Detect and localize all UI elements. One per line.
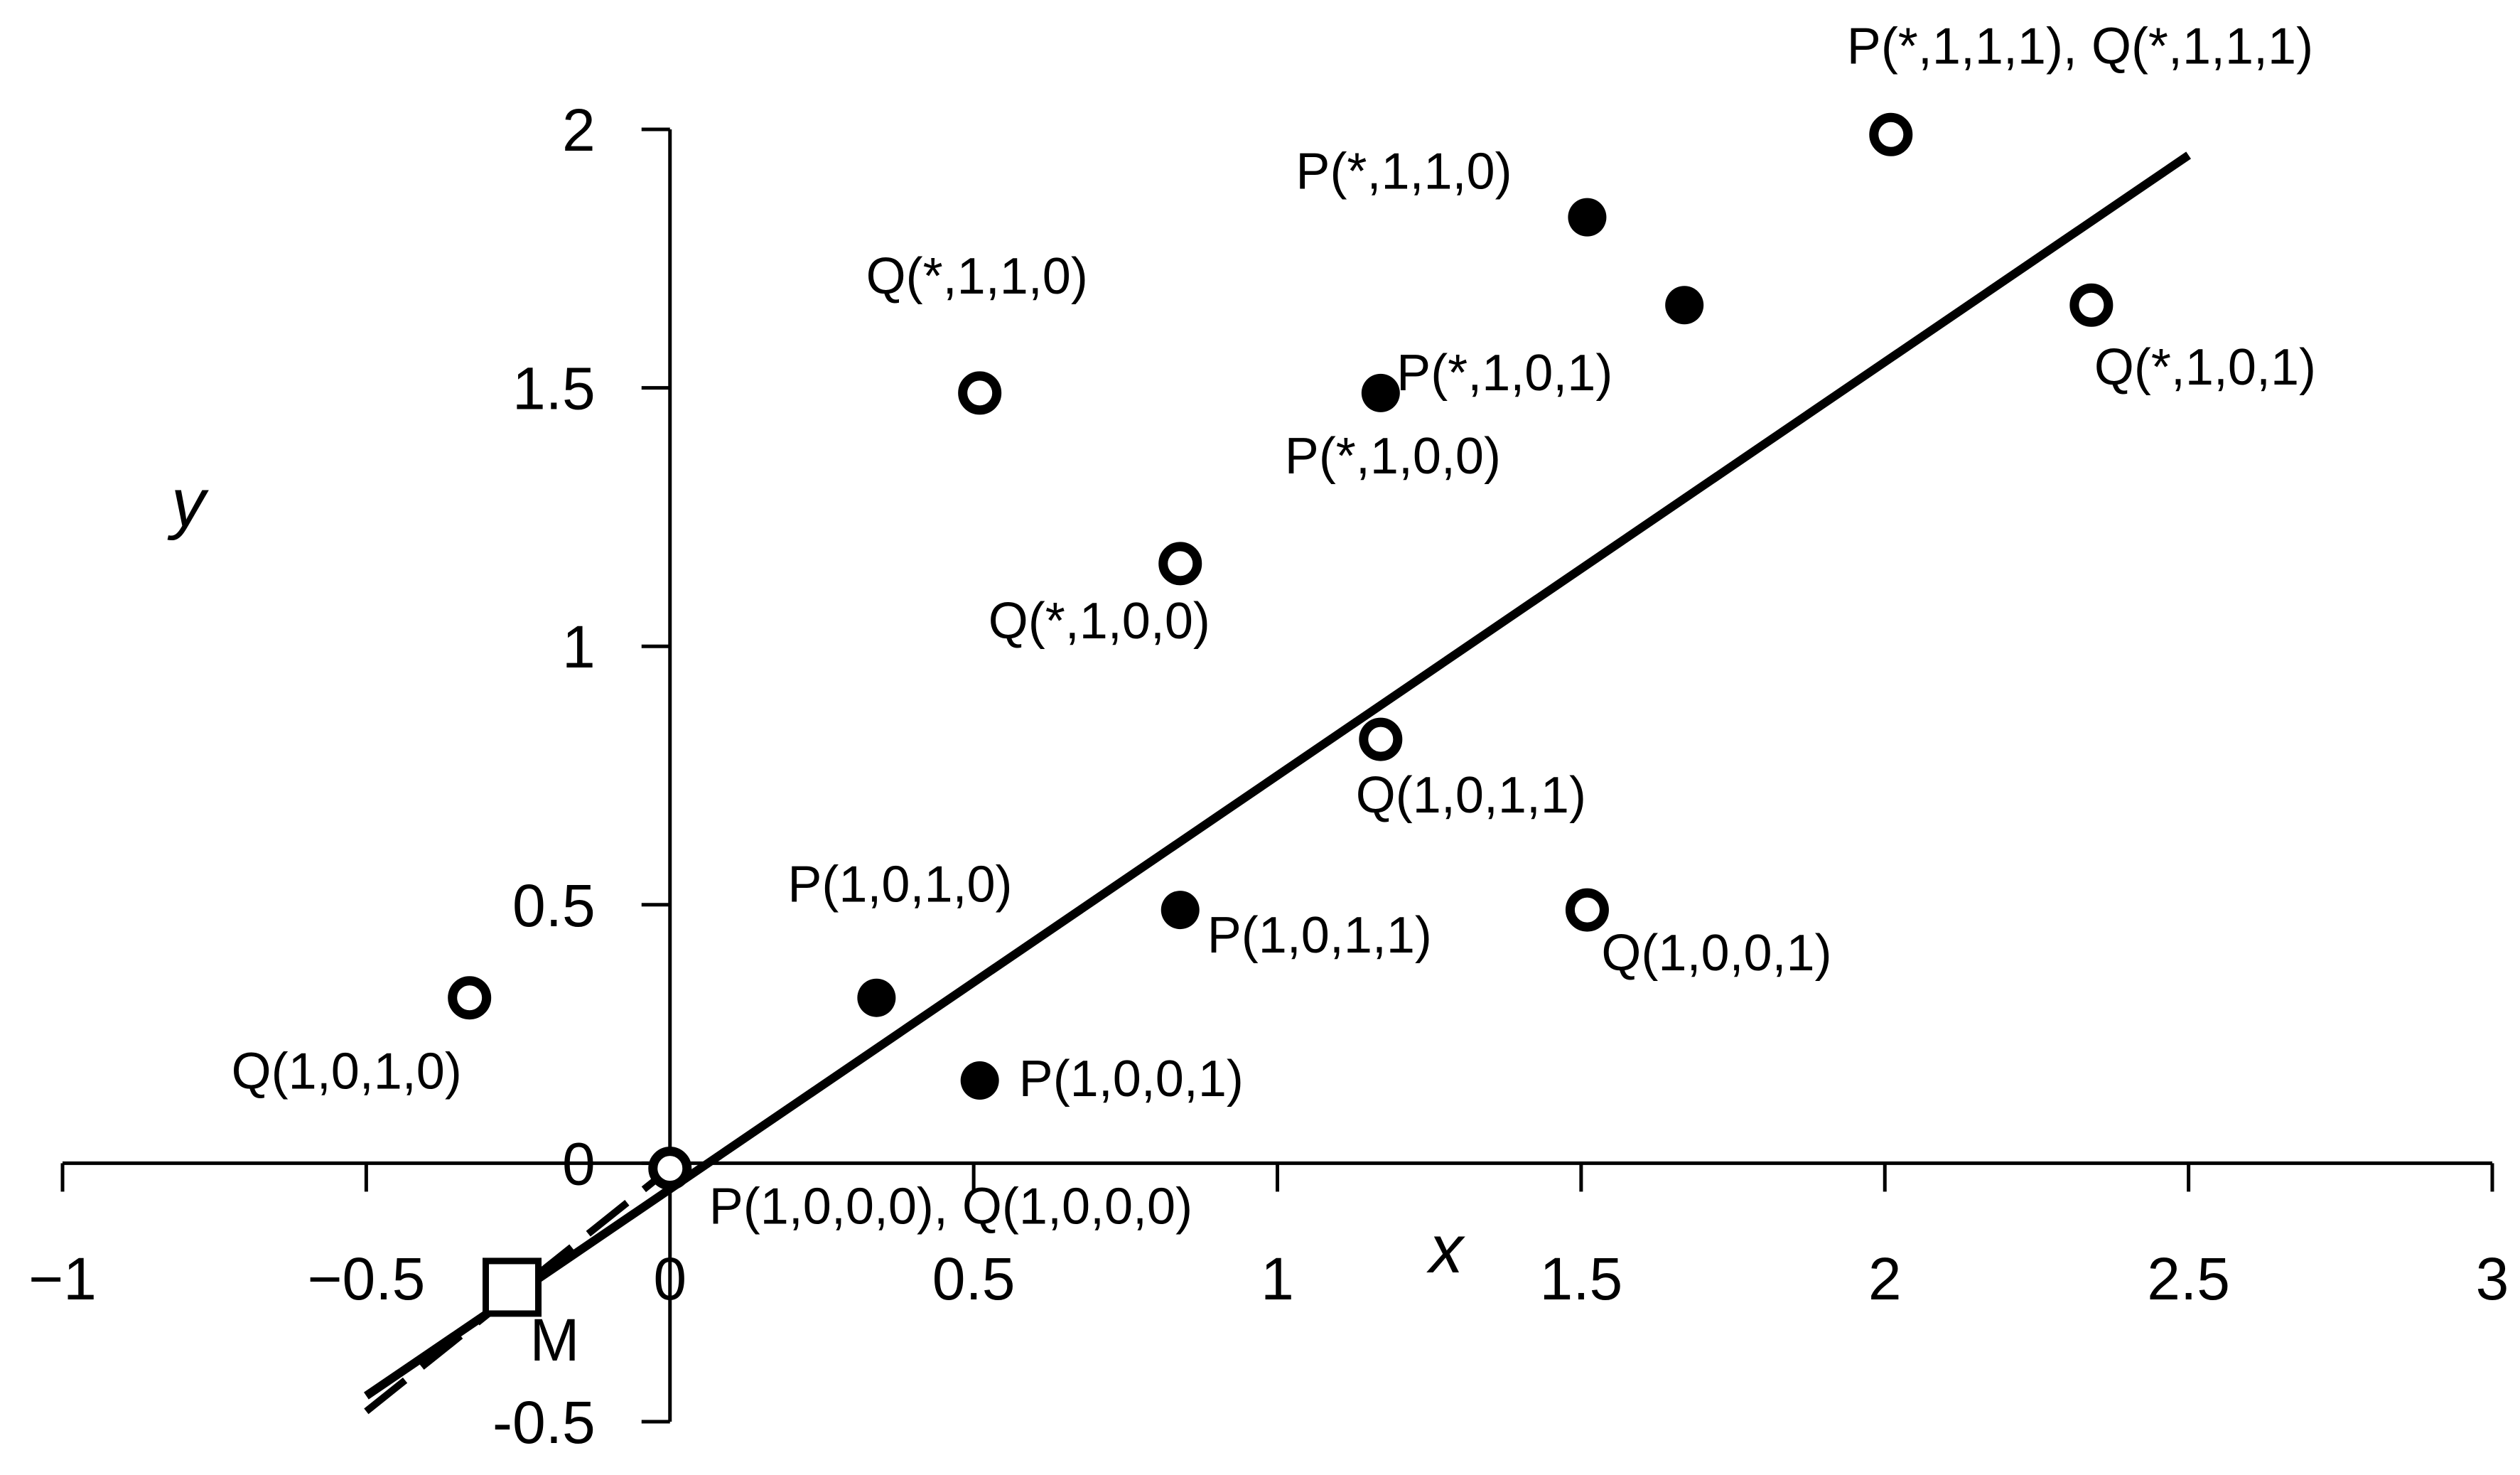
point-label: Q(1,0,1,0) — [232, 1044, 462, 1100]
open-point — [448, 976, 492, 1020]
point-labels: P(1,0,1,0) P(1,0,0,1) P(1,0,1,1) P(*,1,0,0)… — [232, 18, 2316, 1373]
axes: −1 −0.5 0 0.5 1 1.5 2 2.5 3 -0.5 0 0.5 1 1.5 2 — [28, 97, 2509, 1456]
open-point — [1359, 717, 1403, 761]
regression-line — [363, 151, 2192, 1400]
filled-point — [1568, 198, 1607, 237]
point-label: P(*,1,0,0) — [1285, 428, 1501, 485]
marker-label-m: M — [530, 1307, 580, 1373]
point-label: Q(*,1,0,0) — [989, 593, 1210, 650]
y-tick-label: 0.5 — [512, 872, 596, 939]
point-label: P(*,1,0,1) — [1396, 345, 1612, 402]
y-tick-label: -0.5 — [492, 1389, 596, 1456]
x-tick-label: 2.5 — [2147, 1245, 2230, 1312]
point-label: P(1,0,1,1) — [1207, 907, 1432, 964]
open-point — [1869, 112, 1913, 156]
point-label: Q(1,0,1,1) — [1356, 767, 1586, 824]
point-label: Q(1,0,0,1) — [1601, 925, 1831, 982]
open-point — [1158, 542, 1202, 586]
fit-lines — [363, 151, 2192, 1415]
dashed-line — [364, 1165, 672, 1415]
point-label: P(1,0,0,1) — [1019, 1051, 1244, 1107]
point-label: P(1,0,1,0) — [787, 857, 1012, 913]
point-label: P(*,1,1,0) — [1296, 144, 1512, 200]
data-points — [448, 112, 2114, 1317]
y-tick-label: 1 — [562, 613, 596, 680]
point-label: Q(*,1,0,1) — [2094, 339, 2316, 396]
x-tick-label: 2 — [1868, 1245, 1902, 1312]
open-point — [648, 1147, 692, 1191]
y-tick-label: 1.5 — [512, 355, 596, 422]
x-tick-label: −1 — [28, 1245, 97, 1312]
open-point — [958, 371, 1002, 415]
open-point — [2069, 283, 2114, 327]
filled-point — [1361, 373, 1400, 412]
x-tick-label: 0 — [653, 1245, 686, 1312]
point-label: Q(*,1,1,0) — [866, 248, 1088, 305]
x-axis-title: x — [1426, 1211, 1465, 1287]
x-tick-label: 1 — [1261, 1245, 1294, 1312]
point-label: P(*,1,1,1), Q(*,1,1,1) — [1847, 18, 2313, 75]
x-tick-label: 0.5 — [932, 1245, 1016, 1312]
filled-point — [1665, 286, 1704, 325]
open-point — [1565, 888, 1609, 932]
y-tick-label: 0 — [562, 1130, 596, 1197]
y-axis-title: y — [167, 465, 209, 541]
point-label: P(1,0,0,0), Q(1,0,0,0) — [709, 1179, 1192, 1235]
x-tick-label: 1.5 — [1539, 1245, 1622, 1312]
filled-point — [960, 1061, 999, 1100]
filled-point — [1161, 891, 1200, 930]
square-point — [483, 1257, 542, 1317]
y-tick-label: 2 — [562, 97, 596, 163]
x-tick-label: 3 — [2476, 1245, 2509, 1312]
filled-point — [857, 978, 896, 1017]
x-tick-label: −0.5 — [307, 1245, 425, 1312]
